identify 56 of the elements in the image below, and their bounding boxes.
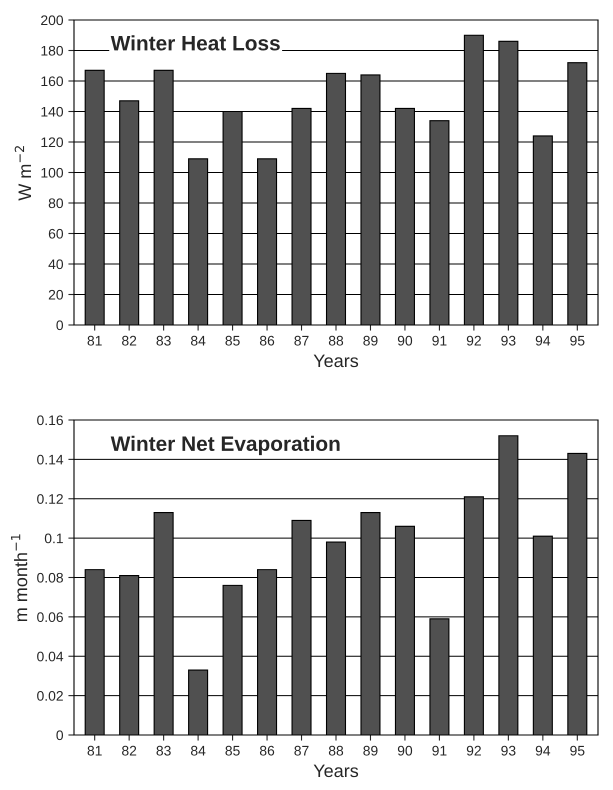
- y-tick-label: 0.16: [37, 415, 63, 426]
- x-tick-label: 87: [294, 336, 309, 346]
- x-tick-label: 95: [570, 746, 584, 756]
- x-tick-label: 82: [122, 746, 136, 756]
- x-tick-label: 95: [570, 336, 584, 346]
- y-tick-label: 0: [56, 730, 64, 740]
- x-tick-label: 91: [432, 746, 446, 756]
- x-tick-label: 88: [328, 336, 344, 346]
- y-axis-title: W m$^{−2}$: [14, 146, 31, 201]
- y-tick-label: 80: [48, 198, 64, 208]
- y-tick-label: 160: [41, 76, 64, 86]
- x-tick-label: 85: [225, 336, 240, 346]
- y-tick-label: 0.14: [37, 454, 64, 465]
- x-tick-label: 92: [466, 336, 481, 346]
- x-tick-label: 81: [88, 336, 102, 346]
- y-tick-label: 140: [41, 106, 64, 117]
- text: Winter Heat Loss: [110, 35, 280, 51]
- y-tick-label: 60: [48, 228, 64, 239]
- y-tick-label: 180: [41, 46, 64, 56]
- x-tick-label: 89: [363, 336, 378, 346]
- y-tick-label: 200: [41, 15, 64, 26]
- y-tick-label: 120: [41, 137, 64, 148]
- y-tick-label: 0: [56, 320, 64, 330]
- y-axis-title: m month$^{−1}$: [11, 534, 28, 622]
- x-tick-label: 85: [225, 746, 240, 756]
- y-tick-label: 0.06: [37, 612, 63, 622]
- y-tick-label: 100: [41, 168, 64, 178]
- x-tick-label: 94: [536, 336, 550, 346]
- x-axis-title: Years: [314, 764, 358, 778]
- x-tick-label: 82: [122, 336, 136, 346]
- x-tick-label: 93: [501, 336, 516, 346]
- x-tick-label: 81: [88, 746, 102, 756]
- x-tick-label: 93: [501, 746, 516, 756]
- x-tick-label: 86: [260, 336, 274, 346]
- x-tick-label: 90: [398, 746, 412, 756]
- x-tick-label: 84: [190, 746, 206, 756]
- y-tick-label: 0.04: [37, 652, 64, 662]
- x-tick-label: 92: [466, 746, 481, 756]
- y-tick-label: 20: [48, 290, 64, 300]
- x-tick-label: 84: [190, 336, 206, 346]
- x-tick-label: 90: [398, 336, 412, 346]
- y-tick-label: 40: [48, 259, 64, 270]
- x-tick-label: 87: [294, 746, 309, 756]
- x-tick-label: 88: [328, 746, 344, 756]
- x-tick-label: 94: [536, 746, 550, 756]
- y-tick-label: 0.08: [37, 572, 63, 583]
- x-tick-label: 83: [156, 336, 171, 346]
- x-tick-label: 83: [156, 746, 171, 756]
- y-tick-label: 0.12: [37, 494, 63, 504]
- y-tick-label: 0.02: [37, 690, 63, 701]
- y-tick-label: 0.1: [44, 533, 63, 544]
- x-axis-title: Years: [314, 354, 358, 368]
- x-tick-label: 86: [260, 746, 274, 756]
- x-tick-label: 89: [363, 746, 378, 756]
- x-tick-label: 91: [432, 336, 446, 346]
- text: Winter Net Evaporation: [110, 436, 340, 456]
